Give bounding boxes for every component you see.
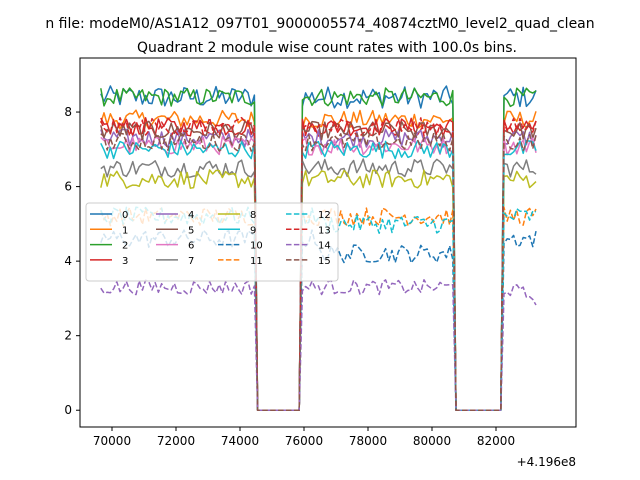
y-tick-label: 4 [64, 254, 72, 268]
legend-label-10: 10 [250, 241, 263, 252]
y-tick-label: 0 [64, 403, 72, 417]
legend-label-6: 6 [188, 241, 194, 252]
series-line-14 [100, 279, 537, 411]
y-tick-label: 6 [64, 180, 72, 194]
legend-label-4: 4 [188, 210, 194, 221]
legend-label-14: 14 [318, 241, 331, 252]
legend-label-0: 0 [122, 210, 128, 221]
legend-label-7: 7 [188, 256, 194, 267]
legend-label-8: 8 [250, 210, 256, 221]
x-tick-label: 80000 [413, 434, 451, 448]
plot-frame [79, 57, 577, 428]
legend-label-15: 15 [318, 256, 331, 267]
legend-label-11: 11 [250, 256, 263, 267]
legend-label-1: 1 [122, 225, 128, 236]
y-tick-label: 2 [64, 329, 72, 343]
legend-label-2: 2 [122, 241, 128, 252]
x-offset-label: +4.196e8 [517, 455, 576, 469]
x-tick-label: 76000 [285, 434, 323, 448]
series-line-7 [100, 158, 537, 411]
series-line-15 [100, 132, 537, 411]
x-tick-label: 72000 [157, 434, 195, 448]
x-tick-label: 74000 [221, 434, 259, 448]
legend-label-13: 13 [318, 225, 331, 236]
x-tick-label: 70000 [93, 434, 131, 448]
legend-box [85, 202, 339, 282]
x-tick-label: 82000 [477, 434, 515, 448]
chart-suptitle: n file: modeM0/AS1A12_097T01_9000005574_… [45, 16, 594, 32]
legend-label-3: 3 [122, 256, 128, 267]
x-tick-label: 78000 [349, 434, 387, 448]
y-tick-label: 8 [64, 105, 72, 119]
legend-label-5: 5 [188, 225, 194, 236]
legend-label-9: 9 [250, 225, 256, 236]
y-axis: 0 2 4 6 8 [64, 105, 80, 417]
legend-label-12: 12 [318, 210, 331, 221]
chart-title: Quadrant 2 module wise count rates with … [137, 40, 517, 56]
x-axis: 70000 72000 74000 76000 78000 80000 82000 [93, 427, 515, 448]
